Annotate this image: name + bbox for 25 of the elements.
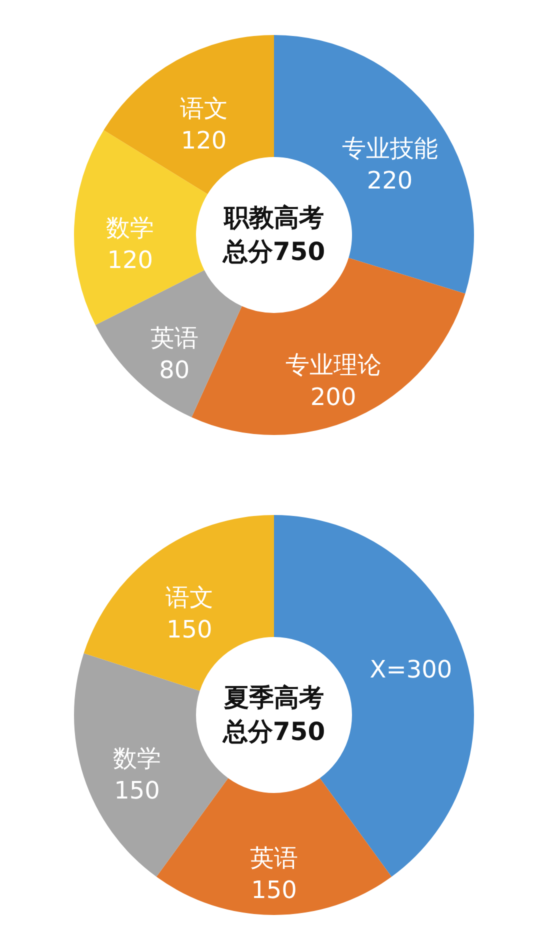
text: 夏季高考 bbox=[223, 683, 324, 712]
data-label: 120 bbox=[180, 126, 227, 154]
text: 总分750 bbox=[222, 717, 326, 746]
slice-label: 语文 bbox=[165, 584, 214, 612]
data-label: 150 bbox=[251, 876, 297, 904]
data-label: 150 bbox=[114, 776, 160, 804]
data-label: X=300 bbox=[370, 656, 452, 684]
slice-label: 语文 bbox=[180, 94, 228, 122]
donut-slice bbox=[274, 35, 474, 294]
slice-label: 数学 bbox=[106, 214, 154, 242]
slice-label: 专业理论 bbox=[285, 351, 382, 380]
slice-label: 英语 bbox=[150, 324, 198, 352]
slice-label: 数学 bbox=[113, 744, 162, 772]
data-label: 200 bbox=[310, 383, 356, 412]
donut-slice bbox=[104, 35, 274, 194]
data-label: 220 bbox=[366, 166, 413, 194]
slice-label: 英语 bbox=[250, 844, 298, 872]
data-label: 80 bbox=[159, 356, 190, 384]
text: 总分750 bbox=[222, 237, 326, 266]
text: 职教高考 bbox=[223, 203, 324, 232]
donut-slice bbox=[95, 270, 242, 418]
slice-label: 专业技能 bbox=[342, 134, 438, 162]
data-label: 120 bbox=[107, 246, 154, 274]
donut-slice bbox=[274, 515, 474, 877]
data-label: 150 bbox=[166, 616, 212, 644]
